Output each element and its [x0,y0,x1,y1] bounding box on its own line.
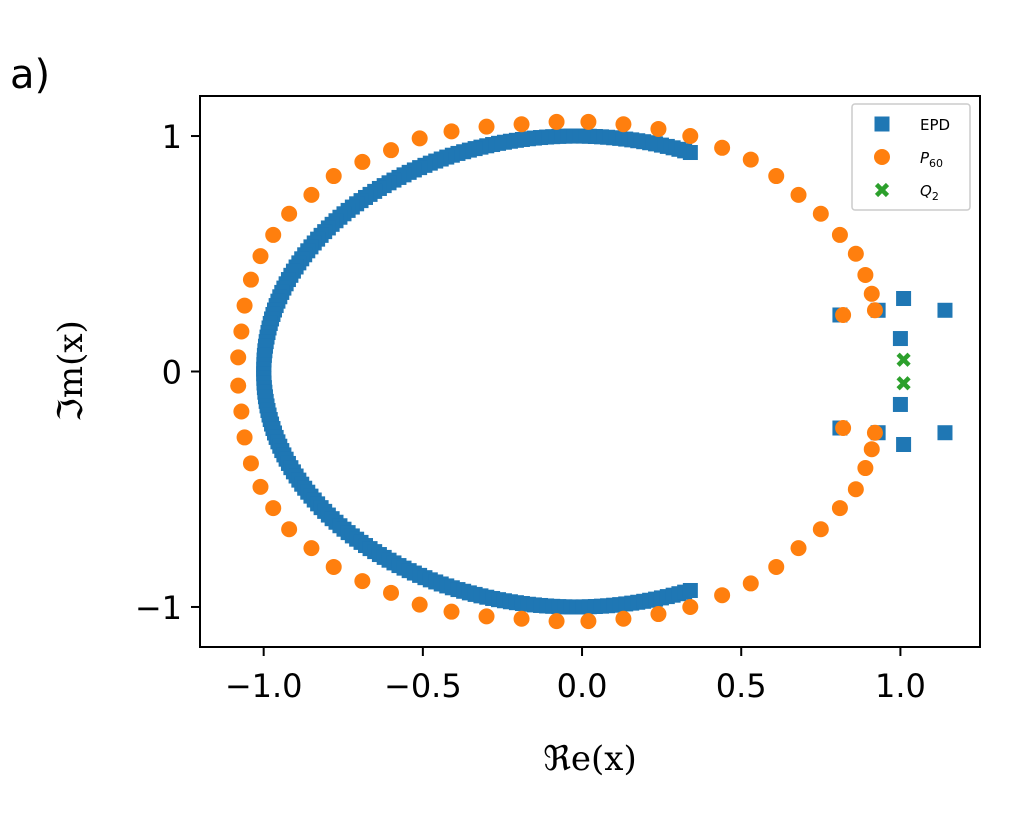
data-point [281,205,298,222]
data-point [742,151,759,168]
data-point [892,331,908,347]
data-point [714,139,731,156]
panel-label: a) [10,52,51,98]
x-tick-label: −1.0 [225,667,303,705]
data-point [896,436,912,452]
data-point [411,596,428,613]
data-point [242,455,259,472]
x-tick-label: −0.5 [384,667,462,705]
series-p60 [230,113,883,630]
data-point [443,123,460,140]
data-point [580,613,597,630]
data-point [615,116,632,133]
data-point [835,420,852,437]
data-point [682,582,698,598]
data-point [303,186,320,203]
y-tick-label: −1 [135,589,182,627]
data-point [236,429,253,446]
data-point [281,521,298,538]
data-point [230,349,247,366]
data-point [866,302,883,319]
data-point [230,377,247,394]
y-tick-label: 1 [162,118,182,156]
data-point [242,271,259,288]
data-point [857,266,874,283]
x-tick-label: 0.0 [557,667,608,705]
legend-marker-p60 [874,149,890,165]
axis-ticks: −1.0 −0.5 0.0 0.5 1.0 −1 0 1 [135,118,926,705]
legend-label-p60: P60 [920,149,943,170]
data-point [354,153,371,170]
data-point [831,226,848,243]
data-point [325,558,342,575]
data-point [863,285,880,302]
data-point [233,403,250,420]
legend-marker-q2 [874,182,890,198]
data-point [443,603,460,620]
data-point [252,478,269,495]
data-point [233,323,250,340]
data-point [896,291,912,307]
x-axis-label: ℜe(x) [543,739,637,779]
data-point [513,610,530,627]
data-point [812,205,829,222]
x-tick-label: 1.0 [875,667,926,705]
data-point [863,441,880,458]
data-point [580,113,597,130]
series-epd [256,128,953,615]
y-tick-label: 0 [162,354,182,392]
data-point [548,613,565,630]
legend-box [851,103,971,211]
data-point [857,460,874,477]
data-point [866,424,883,441]
data-point [812,521,829,538]
data-point [383,584,400,601]
data-point [682,128,699,145]
legend-label-q2: Q2 [920,182,939,203]
data-point [265,500,282,517]
data-point [615,610,632,627]
data-point [742,575,759,592]
data-point [252,248,269,265]
data-point [303,540,320,557]
data-point [383,142,400,159]
data-point [650,606,667,623]
data-point [937,302,953,318]
data-point [847,481,864,498]
data-point [682,598,699,615]
x-tick-label: 0.5 [716,667,767,705]
series-q2 [896,352,911,391]
data-point [790,540,807,557]
data-point [892,396,908,412]
plot-marks [230,113,953,630]
data-point [513,116,530,133]
legend-label-epd: EPD [920,116,950,134]
data-point [831,500,848,517]
data-point [478,118,495,135]
data-point [714,587,731,604]
legend-marker-epd [874,116,890,132]
data-point [835,306,852,323]
data-point [548,113,565,130]
data-point [768,168,785,185]
data-point [847,245,864,262]
data-point [896,352,911,367]
data-point [325,168,342,185]
data-point [937,425,953,441]
data-point [265,226,282,243]
y-axis-label: ℑm(x) [51,320,91,422]
legend: EPD P60 Q2 [851,103,971,211]
data-point [236,297,253,314]
data-point [896,376,911,391]
data-point [768,558,785,575]
data-point [354,573,371,590]
data-point [411,130,428,147]
data-point [790,186,807,203]
data-point [478,608,495,625]
data-point [650,120,667,137]
